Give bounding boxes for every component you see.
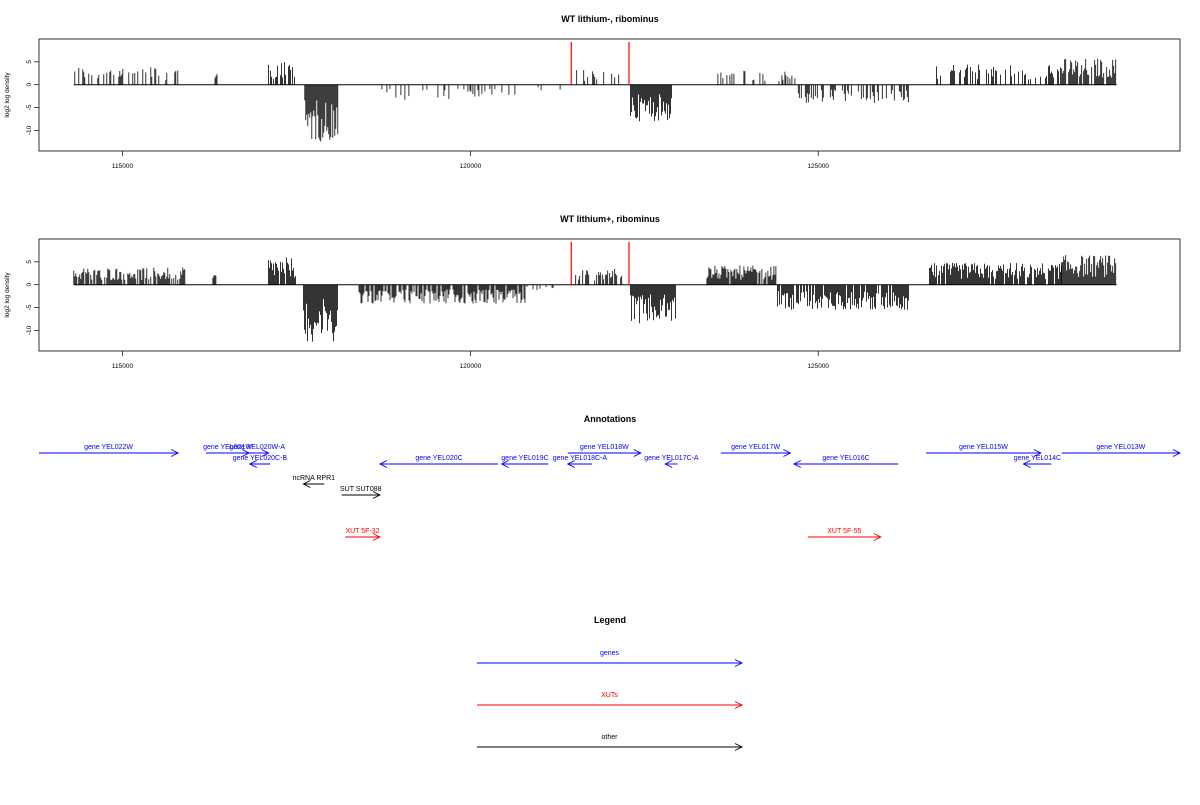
signal-bars: [74, 58, 1117, 142]
x-tick-label: 120000: [460, 363, 482, 370]
legend-item: genes: [477, 650, 744, 667]
x-tick-label: 115000: [112, 163, 134, 170]
annotation-arrow: XUT 5F-32: [345, 528, 381, 541]
annotation-label: gene YEL020W-A: [229, 444, 285, 451]
legend-item: other: [477, 734, 744, 751]
y-tick-label: -5: [26, 304, 33, 310]
x-tick-label: 115000: [112, 363, 134, 370]
y-axis: 5 0 -5 -10: [26, 60, 39, 135]
annotation-arrow: SUT SUT088: [340, 486, 382, 499]
track-panel-lithium-plus: WT lithium+, ribominus log2 log density …: [4, 214, 1181, 370]
annotation-arrow: gene YEL019C: [500, 455, 549, 468]
annotation-arrow: gene YEL018W: [567, 444, 642, 457]
annotation-label: gene YEL017W: [731, 444, 780, 451]
annotation-label: gene YEL015W: [959, 444, 1008, 451]
signal-bars: [73, 255, 1117, 342]
x-tick-label: 125000: [807, 363, 829, 370]
annotations-title: Annotations: [584, 414, 637, 424]
track-title: WT lithium-, ribominus: [561, 14, 659, 24]
annotation-label: gene YEL022W: [84, 444, 133, 451]
plot-frame: [38, 238, 1181, 352]
x-tick-label: 125000: [807, 163, 829, 170]
legend-items: genes XUTs other: [477, 650, 744, 751]
annotation-arrow: gene YEL017W: [720, 444, 792, 457]
annotation-label: gene YEL017C-A: [644, 455, 699, 462]
plot-frame: [38, 38, 1181, 152]
track-panel-lithium-minus: WT lithium-, ribominus log2 log density …: [4, 14, 1181, 170]
annotation-arrow: gene YEL013W: [1061, 444, 1182, 457]
annotation-label: gene YEL014C: [1014, 455, 1061, 462]
y-tick-label: 0: [26, 83, 33, 87]
legend: Legend genes XUTs other: [477, 615, 744, 751]
annotations-panel: Annotations gene YEL022W gene YEL021Wgene…: [39, 414, 1182, 541]
track-title: WT lithium+, ribominus: [560, 214, 660, 224]
x-tick-label: 120000: [460, 163, 482, 170]
y-tick-label: -5: [26, 104, 33, 110]
y-axis-label: log2 log density: [4, 272, 11, 318]
y-tick-label: 0: [26, 283, 33, 287]
annotation-label: SUT SUT088: [340, 486, 382, 493]
annotation-label: gene YEL019C: [501, 455, 548, 462]
annotation-arrow: gene YEL015W: [926, 444, 1042, 457]
annotation-arrow: gene YEL022W: [39, 444, 180, 457]
y-tick-label: 5: [26, 260, 33, 264]
annotation-label: gene YEL018C-A: [553, 455, 608, 462]
x-axis: 115000 120000 125000: [112, 351, 829, 370]
y-axis: 5 0 -5 -10: [26, 260, 39, 335]
annotation-label: gene YEL018W: [580, 444, 629, 451]
annotation-label: gene YEL016C: [822, 455, 869, 462]
y-tick-label: 5: [26, 60, 33, 64]
annotation-arrow: gene YEL020W-A: [229, 444, 285, 457]
annotation-label: XUT 5F-32: [345, 528, 379, 535]
annotation-label: ncRNA RPR1: [293, 475, 336, 482]
legend-label: XUTs: [601, 692, 618, 699]
annotation-arrow: gene YEL014C: [1014, 455, 1061, 468]
legend-title: Legend: [594, 615, 626, 625]
annotation-arrow: gene YEL018C-A: [553, 455, 608, 468]
annotation-arrow: gene YEL020C-B: [233, 455, 288, 468]
annotation-arrow: gene YEL017C-A: [644, 455, 699, 468]
legend-label: other: [602, 734, 619, 741]
annotation-arrow: ncRNA RPR1: [293, 475, 336, 488]
y-tick-label: -10: [26, 125, 33, 135]
annotation-label: gene YEL020C-B: [233, 455, 288, 462]
marker-lines: [570, 242, 630, 285]
legend-label: genes: [600, 650, 620, 657]
annotation-arrow: gene YEL016C: [792, 455, 899, 468]
annotation-label: gene YEL021W: [203, 444, 252, 451]
marker-lines: [570, 42, 630, 85]
annotation-arrow: gene YEL020C: [378, 455, 499, 468]
annotation-label: gene YEL020C: [415, 455, 462, 462]
legend-item: XUTs: [477, 692, 744, 709]
annotation-label: XUT 5F-55: [827, 528, 861, 535]
x-axis: 115000 120000 125000: [112, 151, 829, 170]
y-axis-label: log2 log density: [4, 72, 11, 118]
annotation-label: gene YEL013W: [1096, 444, 1145, 451]
annotation-arrow: XUT 5F-55: [807, 528, 882, 541]
y-tick-label: -10: [26, 325, 33, 335]
